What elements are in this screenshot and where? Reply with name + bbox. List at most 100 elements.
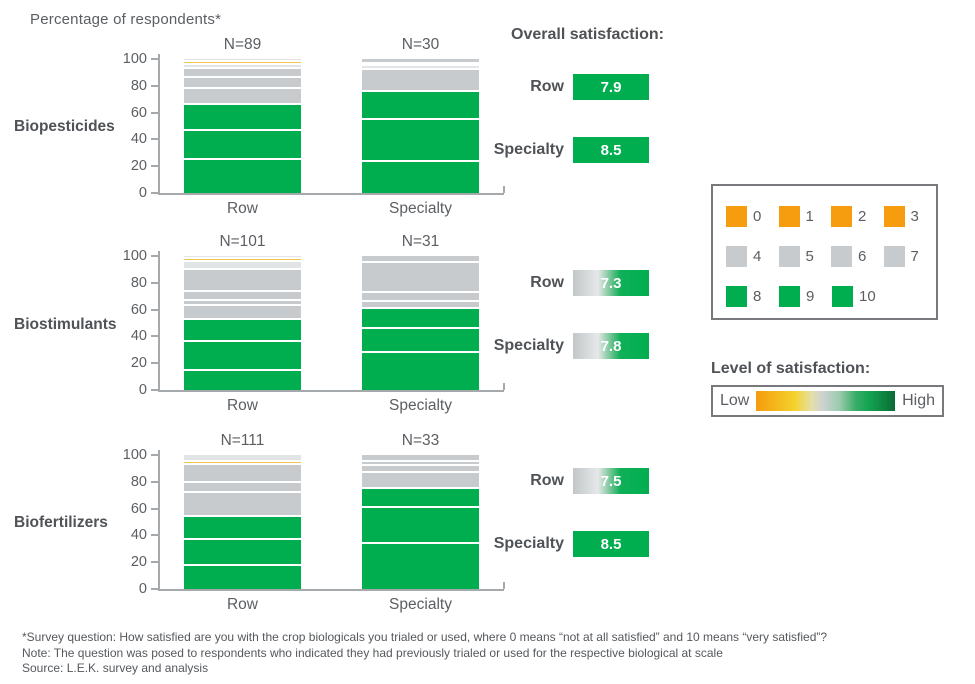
legend-item-score-3: 3	[883, 206, 937, 227]
bar-segment	[184, 260, 301, 269]
bar-segment	[362, 159, 479, 193]
legend-item-score-6: 6	[831, 246, 884, 267]
y-tick-label: 60	[130, 500, 147, 517]
satisfaction-value: 7.9	[600, 78, 622, 96]
y-tick-mark	[151, 308, 158, 311]
bar-segment	[184, 491, 301, 516]
legend-row-gray: 4 5 6 7	[726, 238, 936, 275]
legend-score-label: 10	[859, 288, 876, 305]
satisfaction-row-biostimulants-row: Row 7.3	[420, 270, 649, 296]
legend-score-label: 9	[806, 288, 815, 305]
overall-satisfaction-heading: Overall satisfaction:	[511, 26, 664, 43]
category-label: Row	[226, 200, 258, 217]
legend-swatch-gray	[831, 246, 852, 267]
y-tick-mark	[151, 588, 158, 590]
y-tick-label: 40	[130, 527, 147, 544]
satisfaction-scale-title: Level of satisfaction:	[711, 360, 871, 377]
bar-segment	[184, 298, 301, 305]
y-tick-mark	[151, 111, 158, 114]
satisfaction-row-biofertilizers-specialty: Specialty 8.5	[420, 531, 649, 557]
y-tick-label: 20	[130, 355, 147, 372]
satisfaction-value: 7.8	[600, 337, 622, 355]
legend-item-score-9: 9	[779, 286, 832, 307]
satisfaction-row-biofertilizers-row: Row 7.5	[420, 468, 649, 494]
satisfaction-value-box: 7.5	[573, 468, 649, 494]
bar-segment	[184, 563, 301, 589]
legend-swatch-gray	[726, 246, 747, 267]
legend-row-orange: 0 1 2 3	[726, 198, 936, 235]
stacked-bar-specialty	[362, 59, 479, 193]
y-tick-label: 80	[130, 77, 147, 94]
legend-swatch-gray	[883, 246, 905, 267]
bar-segment	[184, 463, 301, 481]
y-tick-mark	[151, 255, 158, 257]
y-tick-label: 40	[130, 328, 147, 345]
satisfaction-value-box: 7.9	[573, 74, 649, 100]
bar-segment	[362, 505, 479, 543]
satisfaction-row-label: Specialty	[493, 535, 564, 552]
category-label: Row	[226, 596, 258, 613]
y-tick-label: 100	[122, 248, 147, 264]
bar-segment	[362, 290, 479, 301]
y-tick-label: 0	[138, 382, 147, 398]
y-tick-label: 80	[130, 274, 147, 291]
bar-segment	[362, 542, 479, 589]
y-tick-label: 100	[122, 447, 147, 463]
footnote-survey-question: *Survey question: How satisfied are you …	[22, 630, 828, 644]
y-tick-mark	[151, 58, 158, 60]
bar-segment	[362, 464, 479, 472]
bar-segment	[362, 59, 479, 62]
stacked-bar-row	[184, 59, 301, 193]
y-tick-mark	[151, 480, 158, 483]
y-tick-mark	[151, 165, 158, 168]
category-label: Specialty	[389, 596, 452, 613]
bar-segment	[184, 340, 301, 369]
legend-item-score-1: 1	[778, 206, 832, 227]
category-label: Specialty	[389, 200, 452, 217]
stacked-bar-specialty	[362, 256, 479, 390]
legend-item-score-0: 0	[726, 206, 779, 227]
bar-segment	[362, 460, 479, 465]
category-label: Specialty	[389, 397, 452, 414]
bar-segment	[184, 103, 301, 129]
bar-segment	[184, 268, 301, 290]
y-tick-label: 0	[138, 185, 147, 201]
y-tick-mark	[151, 389, 158, 391]
legend-score-label: 8	[753, 288, 762, 305]
satisfaction-row-label: Row	[530, 472, 564, 489]
legend-score-label: 1	[805, 208, 814, 225]
bar-segment	[184, 368, 301, 390]
y-tick-label: 20	[130, 554, 147, 571]
category-label: Row	[226, 397, 258, 414]
footnote-source: Source: L.E.K. survey and analysis	[22, 661, 209, 675]
bar-segment	[184, 128, 301, 159]
y-tick-mark	[151, 138, 158, 141]
legend-swatch-green	[832, 286, 853, 307]
stacked-bar-row	[184, 455, 301, 589]
satisfaction-row-biostimulants-specialty: Specialty 7.8	[420, 333, 649, 359]
figure-title: Percentage of respondents*	[30, 11, 222, 28]
satisfaction-value-box: 7.8	[573, 333, 649, 359]
legend-score-label: 2	[858, 208, 867, 225]
bar-segment	[184, 67, 301, 77]
n-label: N=111	[220, 432, 265, 449]
bar-segment	[362, 351, 479, 390]
legend-score-label: 6	[858, 248, 867, 265]
legend-score-label: 3	[910, 208, 919, 225]
y-tick-mark	[151, 84, 158, 87]
bar-segment	[184, 317, 301, 341]
legend-swatch-gray	[778, 246, 800, 267]
satisfaction-value: 8.5	[600, 141, 622, 159]
legend-swatch-green	[726, 286, 747, 307]
satisfaction-row-label: Specialty	[493, 337, 564, 354]
footnote-note: Note: The question was posed to responde…	[22, 645, 723, 660]
bar-segment	[184, 256, 301, 258]
bar-segment	[184, 515, 301, 539]
bar-segment	[362, 256, 479, 262]
n-label: N=89	[223, 36, 262, 53]
y-tick-mark	[151, 561, 158, 564]
stacked-bar-row	[184, 256, 301, 390]
bar-segment	[362, 327, 479, 352]
group-label-biostimulants: Biostimulants	[14, 316, 117, 333]
y-tick-label: 20	[130, 158, 147, 175]
